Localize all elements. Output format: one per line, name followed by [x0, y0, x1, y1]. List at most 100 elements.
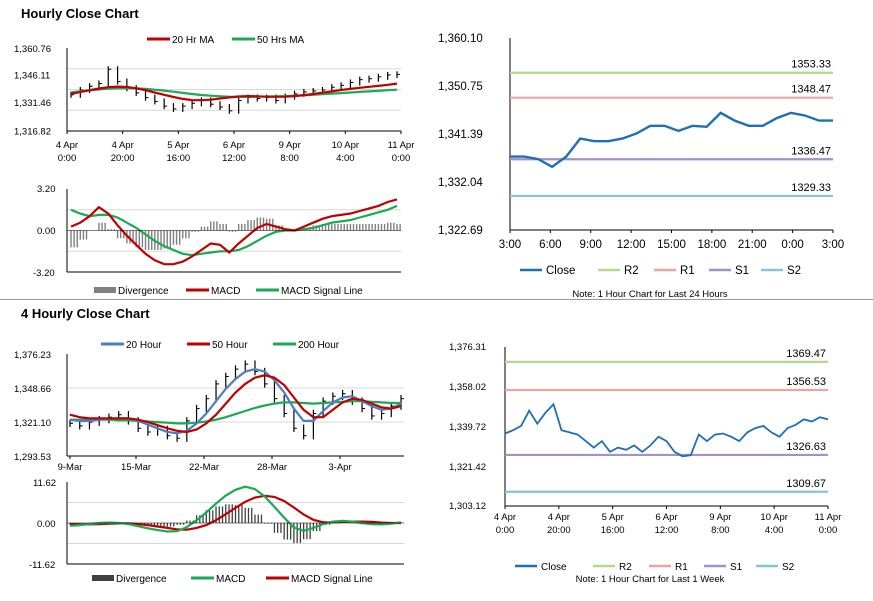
gridlines — [67, 387, 404, 423]
four-hourly-macd-chart: 11.62 0.00 -11.62 Divergence MACD MACD S… — [29, 478, 404, 585]
x-tick-label: 3:00 — [499, 239, 521, 251]
y-tick-label: 11.62 — [33, 478, 56, 489]
chart-note: Note: 1 Hour Chart for Last 1 Week — [576, 574, 725, 585]
x-tick-label: 5 Apr — [167, 140, 189, 151]
x-tick-label: 12:00 — [222, 153, 246, 164]
x-tick-label: 9-Mar — [58, 462, 83, 473]
legend-label: 200 Hour — [298, 340, 340, 351]
gridlines — [67, 502, 404, 544]
x-tick-label: 0:00 — [392, 153, 411, 164]
y-tick-label: 1,341.39 — [438, 129, 483, 141]
y-tick-label: 0.00 — [37, 226, 56, 237]
series-line-50-hour — [69, 374, 402, 434]
series-line-macd — [70, 198, 398, 266]
y-tick-label: 1,322.69 — [438, 225, 483, 237]
y-tick-label: 1,346.11 — [14, 71, 50, 82]
legend-label: R2 — [619, 562, 632, 573]
legend-label: S1 — [735, 265, 749, 277]
x-tick-labels: 3:00 6:00 9:00 12:00 15:00 18:00 21:00 0:00 3:00 — [499, 230, 844, 251]
x-tick-label: 28-Mar — [257, 462, 287, 473]
legend-label: R1 — [680, 265, 695, 277]
level-lines: 1369.47 1356.53 1326.63 1309.67 — [505, 348, 828, 493]
x-tick-label: 9 Apr — [709, 512, 731, 523]
x-tick-label: 0:00 — [58, 153, 77, 164]
axes — [66, 189, 401, 273]
x-tick-label: 16:00 — [166, 153, 190, 164]
y-tick-label: 0.00 — [37, 519, 56, 530]
x-tick-labels: 4 Apr 0:00 4 Apr 20:00 5 Apr 16:00 6 Apr 12:00 9… — [56, 131, 414, 164]
four-hourly-price-chart: 1,376.23 1,348.66 1,321.10 1,293.53 9-Ma… — [14, 340, 404, 473]
x-tick-label: 8:00 — [280, 153, 299, 164]
x-tick-label: 12:00 — [617, 239, 646, 251]
legend-label: Divergence — [118, 286, 169, 297]
legend-label: R2 — [624, 265, 639, 277]
axes — [504, 347, 828, 507]
y-tick-label: 1,350.75 — [438, 81, 483, 93]
level-label-r1: 1356.53 — [786, 376, 826, 388]
series-line-200-hour — [70, 400, 401, 425]
x-tick-label: 4:00 — [765, 525, 784, 536]
x-tick-label: 18:00 — [697, 239, 726, 251]
series-line-macd — [69, 485, 402, 533]
legend: Close R2 R1 S1 S2 — [520, 265, 801, 277]
level-label-r1: 1348.47 — [791, 84, 831, 96]
y-tick-label: 3.20 — [37, 184, 56, 195]
x-tick-label: 6 Apr — [223, 140, 245, 151]
legend-label: S2 — [782, 562, 795, 573]
y-tick-label: 1,360.76 — [14, 44, 51, 55]
axes — [509, 38, 833, 231]
x-tick-labels: 9-Mar 15-Mar 22-Mar 28-Mar 3-Apr — [58, 456, 352, 473]
x-tick-label: 21:00 — [738, 239, 767, 251]
x-tick-label: 4 Apr — [56, 140, 78, 151]
axes — [66, 482, 404, 565]
x-tick-label: 11 Apr — [815, 512, 842, 523]
four-hourly-levels-chart: 1,376.31 1,358.02 1,339.72 1,321.42 1,30… — [449, 342, 841, 585]
series-line-20hr-ma — [70, 82, 398, 102]
x-tick-label: 10 Apr — [332, 140, 359, 151]
x-tick-label: 0:00 — [819, 525, 838, 536]
y-tick-label: 1,316.82 — [14, 127, 51, 138]
level-label-r2: 1369.47 — [786, 348, 826, 360]
y-tick-label: 1,331.46 — [14, 98, 51, 109]
y-tick-label: 1,348.66 — [14, 384, 51, 395]
chart-note: Note: 1 Hour Chart for Last 24 Hours — [572, 289, 727, 300]
y-tick-label: -11.62 — [29, 560, 55, 571]
legend-label: 50 Hour — [212, 340, 248, 351]
y-tick-label: 1,376.23 — [14, 350, 51, 361]
hourly-levels-chart: 1,360.10 1,350.75 1,341.39 1,332.04 1,32… — [438, 33, 844, 300]
x-tick-label: 12:00 — [655, 525, 679, 536]
legend-swatch-divergence — [92, 575, 114, 581]
y-tick-label: 1,358.02 — [449, 382, 486, 393]
y-tick-label: 1,303.12 — [449, 501, 486, 512]
x-tick-label: 3:00 — [822, 239, 844, 251]
legend-label: Close — [541, 562, 567, 573]
x-tick-label: 5 Apr — [602, 512, 624, 523]
level-label-s1: 1336.47 — [791, 145, 831, 157]
x-tick-label: 15:00 — [657, 239, 686, 251]
legend-label: 20 Hr MA — [172, 35, 215, 46]
x-tick-label: 6:00 — [539, 239, 561, 251]
section-title-4-hourly: 4 Hourly Close Chart — [21, 306, 150, 321]
series-line-close — [504, 402, 829, 458]
x-tick-label: 9:00 — [580, 239, 602, 251]
x-tick-label: 4:00 — [336, 153, 355, 164]
legend: Close R2 R1 S1 S2 — [515, 562, 795, 573]
x-tick-label: 9 Apr — [279, 140, 301, 151]
legend-label: Close — [546, 265, 575, 277]
x-tick-label: 6 Apr — [655, 512, 677, 523]
divergence-bars — [70, 217, 401, 250]
x-tick-label: 15-Mar — [121, 462, 151, 473]
y-tick-label: 1,360.10 — [438, 33, 483, 45]
y-tick-label: 1,339.72 — [449, 422, 486, 433]
legend-label: 20 Hour — [126, 340, 162, 351]
x-tick-label: 4 Apr — [494, 512, 516, 523]
x-tick-label: 4 Apr — [112, 140, 134, 151]
legend-swatch-divergence — [94, 287, 116, 293]
x-tick-labels: 4 Apr 0:00 4 Apr 20:00 5 Apr 16:00 6 Apr 12:00 9… — [494, 506, 841, 536]
axes — [66, 354, 404, 457]
legend-label: MACD — [216, 574, 245, 585]
level-label-s2: 1329.33 — [791, 182, 831, 194]
x-tick-label: 8:00 — [711, 525, 730, 536]
level-label-s2: 1309.67 — [786, 478, 826, 490]
y-tick-label: 1,321.42 — [449, 462, 486, 473]
